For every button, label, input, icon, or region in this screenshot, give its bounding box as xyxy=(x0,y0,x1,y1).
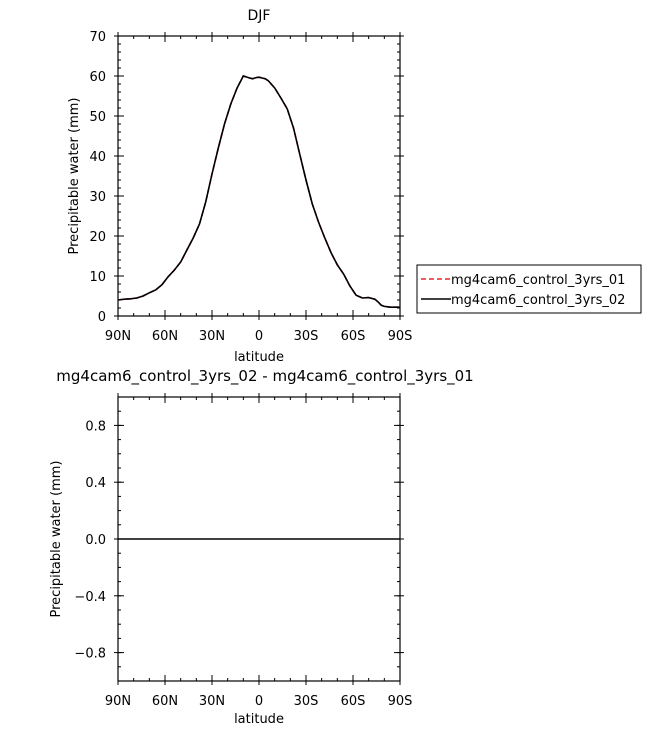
x-axis-label: latitude xyxy=(234,350,284,365)
x-tick-label: 30S xyxy=(294,694,319,709)
y-tick-label: 50 xyxy=(89,110,106,125)
x-tick-label: 90S xyxy=(388,694,413,709)
y-tick-label: −0.4 xyxy=(74,590,106,605)
legend-label: mg4cam6_control_3yrs_01 xyxy=(451,273,625,288)
x-axis-label: latitude xyxy=(234,712,284,727)
y-tick-label: 0 xyxy=(98,310,106,325)
y-tick-label: 60 xyxy=(89,70,106,85)
x-tick-label: 0 xyxy=(255,329,263,344)
x-tick-label: 60S xyxy=(341,329,366,344)
x-tick-label: 0 xyxy=(255,694,263,709)
series-line-2 xyxy=(117,75,400,309)
x-tick-label: 30S xyxy=(294,329,319,344)
x-tick-label: 30N xyxy=(199,694,225,709)
x-tick-label: 90N xyxy=(105,694,131,709)
x-tick-label: 90N xyxy=(105,329,131,344)
y-tick-label: 40 xyxy=(89,150,106,165)
y-tick-label: 20 xyxy=(89,230,106,245)
y-tick-label: 0.8 xyxy=(85,419,106,434)
chart-title: DJF xyxy=(248,8,271,24)
chart-1: DJF 90N 60N 30N 0 30S 60S 90S 0 10 20 30 40 50 60 70 lat… xyxy=(67,8,642,365)
legend-box xyxy=(416,264,642,314)
y-axis-label: Precipitable water (mm) xyxy=(67,98,82,255)
x-tick-label: 30N xyxy=(199,329,225,344)
y-tick-label: −0.8 xyxy=(74,647,106,662)
legend-label: mg4cam6_control_3yrs_02 xyxy=(451,293,625,308)
x-tick-label: 60S xyxy=(341,694,366,709)
x-tick-label: 60N xyxy=(152,694,178,709)
y-tick-label: 30 xyxy=(89,190,106,205)
chart-title: mg4cam6_control_3yrs_02 - mg4cam6_contro… xyxy=(56,367,473,386)
series-line-1 xyxy=(117,75,400,309)
y-tick-label: 0.4 xyxy=(85,476,106,491)
y-axis-label: Precipitable water (mm) xyxy=(49,461,64,618)
y-tick-label: 10 xyxy=(89,270,106,285)
x-tick-label: 60N xyxy=(152,329,178,344)
chart-2: mg4cam6_control_3yrs_02 - mg4cam6_contro… xyxy=(49,367,474,727)
y-tick-label: 70 xyxy=(89,30,106,45)
legend: mg4cam6_control_3yrs_01 mg4cam6_control_3… xyxy=(416,264,642,314)
y-tick-label: 0.0 xyxy=(85,533,106,548)
x-tick-label: 90S xyxy=(388,329,413,344)
